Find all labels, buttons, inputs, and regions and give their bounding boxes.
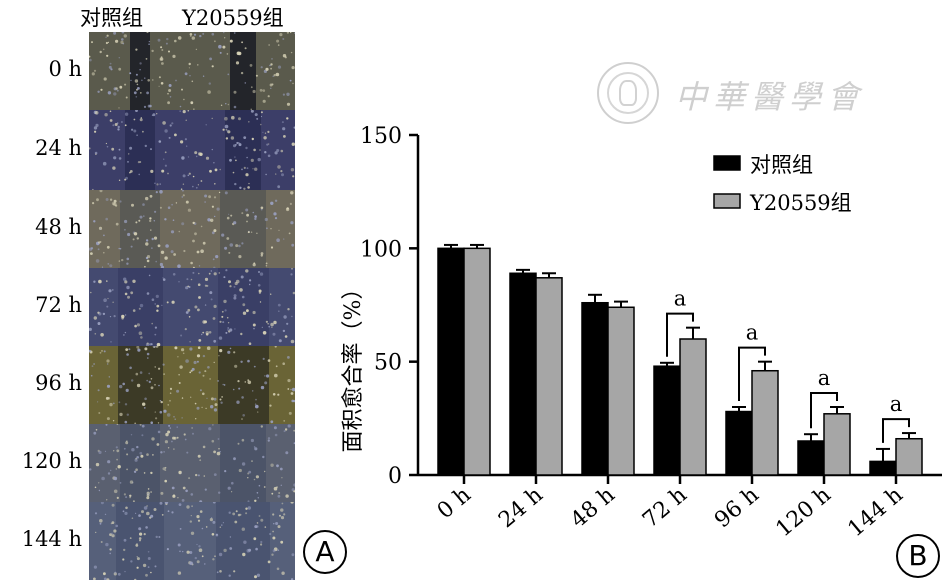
time-label: 0 h <box>48 57 82 81</box>
control-bar <box>869 460 897 476</box>
significance-bracket <box>810 392 838 429</box>
treatment-bar <box>679 338 707 476</box>
watermark-text: 中華醫學會 <box>675 78 866 116</box>
x-tick-label: 144 h <box>843 482 907 542</box>
legend-swatch-treatment <box>713 193 741 209</box>
micrograph-row <box>89 268 295 346</box>
treatment-bar <box>535 277 563 476</box>
time-label: 24 h <box>35 136 82 160</box>
y-tick-label: 150 <box>360 124 402 149</box>
treatment-bar <box>751 369 779 476</box>
treatment-bar <box>607 306 635 476</box>
control-bar <box>797 440 825 476</box>
legend: 对照组 Y20559组 <box>713 153 852 215</box>
x-axis: 0 h 24 h 48 h 72 h 96 h 120 h 144 h <box>418 473 942 542</box>
time-label: 120 h <box>21 449 82 473</box>
society-emblem-icon <box>597 62 659 124</box>
control-bar <box>653 365 681 476</box>
watermark: 中華醫學會 <box>597 60 897 130</box>
legend-label: 对照组 <box>750 153 813 177</box>
micrograph-row <box>89 110 295 190</box>
time-label: 96 h <box>35 371 82 395</box>
significance-bracket <box>738 346 766 401</box>
panel-a-label: A <box>303 530 347 574</box>
micrograph-row <box>89 502 295 580</box>
bars <box>437 243 923 476</box>
legend-label: Y20559组 <box>749 191 852 215</box>
treatment-group-header: Y20559组 <box>182 6 284 30</box>
micrograph-row <box>89 32 295 110</box>
control-group-header: 对照组 <box>80 6 143 30</box>
y-tick-label: 50 <box>374 351 402 376</box>
significance-label: a <box>818 366 831 390</box>
time-label: 48 h <box>35 215 82 239</box>
significance-label: a <box>674 287 687 311</box>
significance-bracket <box>882 418 910 443</box>
significance-bracket <box>666 312 694 357</box>
treatment-bar <box>895 437 923 476</box>
control-bar <box>725 410 753 476</box>
control-bar <box>509 272 537 476</box>
time-label: 72 h <box>35 293 82 317</box>
x-tick-label: 96 h <box>710 482 764 533</box>
treatment-bar <box>463 247 491 476</box>
micrograph-row <box>89 346 295 424</box>
y-tick-label: 0 <box>388 464 402 489</box>
time-label: 144 h <box>21 527 82 551</box>
control-bar <box>581 301 609 476</box>
x-tick-label: 24 h <box>494 482 548 533</box>
micrograph-row <box>89 190 295 268</box>
x-tick-label: 48 h <box>566 482 620 533</box>
y-axis: 0 50 100 150 <box>360 124 420 489</box>
legend-swatch-control <box>713 155 741 171</box>
control-bar <box>437 247 465 476</box>
y-tick-label: 100 <box>360 237 402 262</box>
x-tick-label: 120 h <box>771 482 835 542</box>
significance-label: a <box>890 392 903 416</box>
micrograph-strip <box>89 32 295 580</box>
significance-markers: a a a a <box>666 287 910 443</box>
panel-b-label: B <box>896 534 940 578</box>
y-axis-label: 面积愈合率（%） <box>341 278 366 453</box>
significance-label: a <box>746 321 759 345</box>
x-tick-label: 72 h <box>638 482 692 533</box>
treatment-bar <box>823 413 851 476</box>
x-tick-label: 0 h <box>433 482 476 524</box>
micrograph-row <box>89 424 295 502</box>
